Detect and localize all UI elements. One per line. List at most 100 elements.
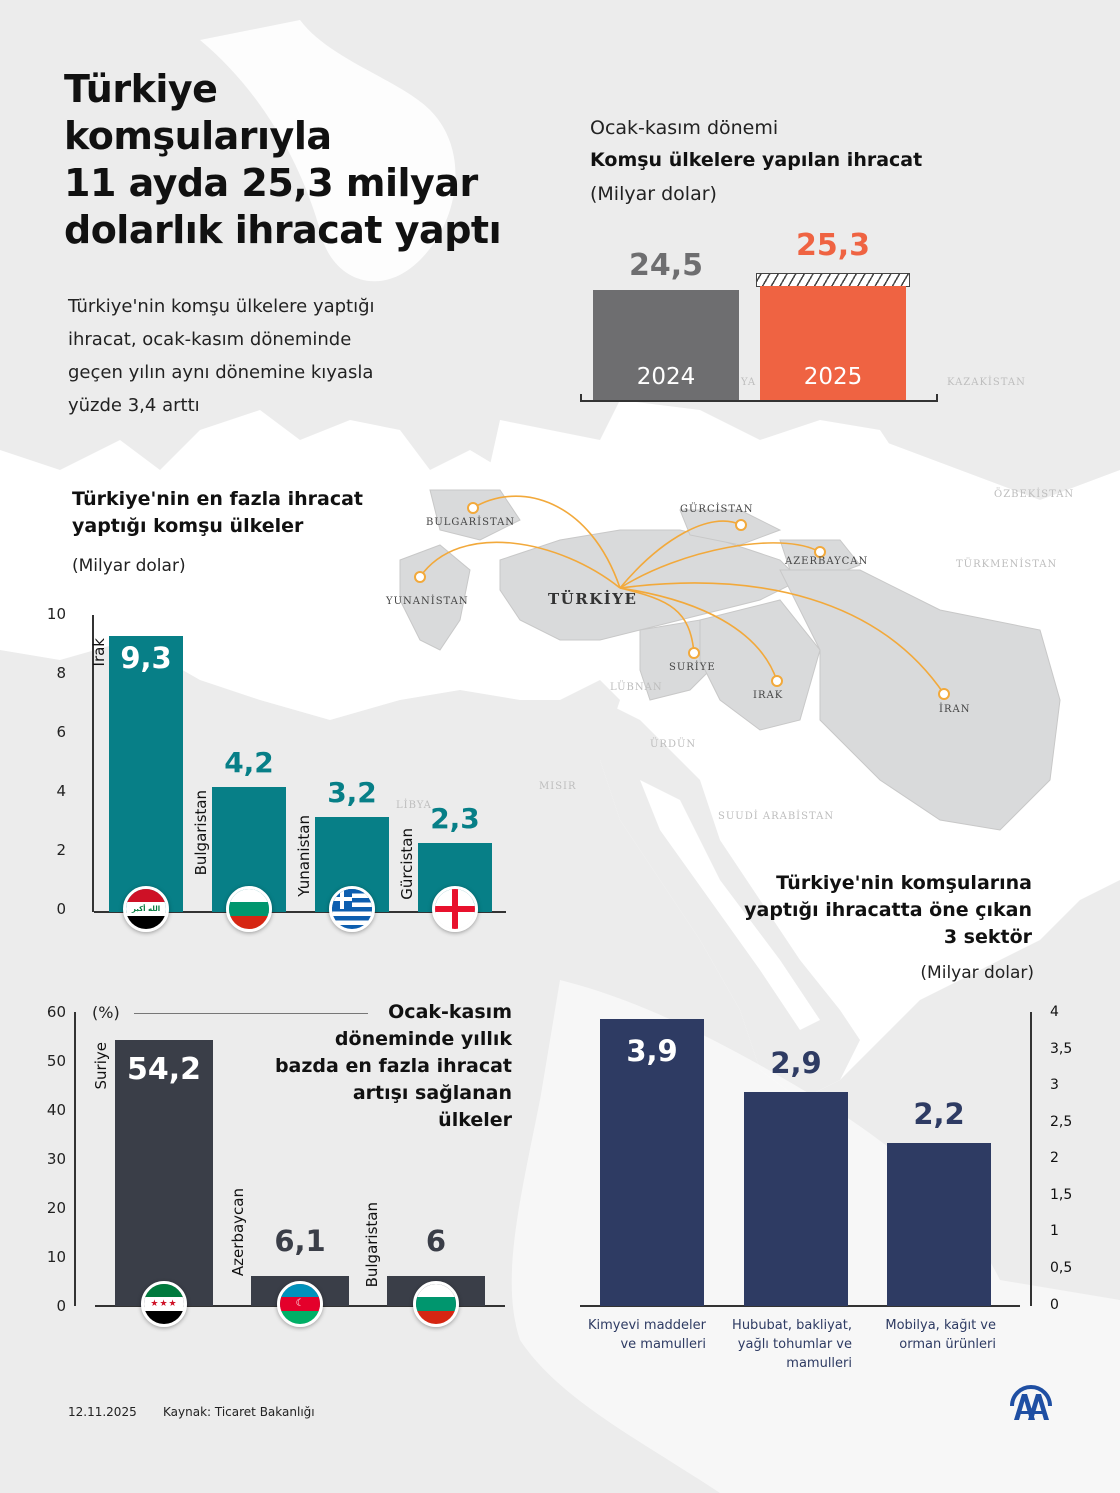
aa-logo-icon	[1008, 1378, 1054, 1424]
flag-georgia-icon	[432, 886, 478, 932]
chart1-bar-2024	[593, 290, 739, 400]
chart4-value-kimyevi: 3,9	[626, 1034, 678, 1068]
chart2-label-bulgaristan: Bulgaristan	[192, 790, 210, 876]
subtitle-line: ihracat, ocak-kasım döneminde	[68, 329, 352, 350]
chart2-unit: (Milyar dolar)	[72, 556, 186, 576]
chart3-value-azerbaycan: 6,1	[274, 1224, 326, 1258]
chart2-bar-irak	[109, 636, 183, 912]
chart1-unit: (Milyar dolar)	[590, 183, 717, 205]
chart1-value-2025: 25,3	[795, 228, 871, 263]
map-label-bulgaristan: BULGARİSTAN	[426, 517, 516, 528]
chart3-bar-suriye	[115, 1040, 213, 1306]
chart3-title: Ocak-kasım döneminde yıllık bazda en faz…	[250, 999, 512, 1134]
chart3-ytick: 60	[46, 1003, 66, 1021]
flag-azerbaijan-icon: ☾	[277, 1281, 323, 1327]
chart4-value-hububat: 2,9	[770, 1046, 822, 1080]
chart4-title-line: 3 sektör	[943, 926, 1032, 948]
chart2-title: Türkiye'nin en fazla ihracat yaptığı kom…	[72, 488, 363, 537]
map-label-yunanistan: YUNANİSTAN	[386, 596, 469, 607]
flag-iraq-icon: الله أكبر	[123, 886, 169, 932]
chart4-x-axis	[580, 1305, 1020, 1307]
chart2-ytick: 0	[56, 900, 66, 918]
map-label-rusya-partial: YA	[741, 377, 757, 388]
chart4-ytick: 3,5	[1050, 1041, 1073, 1057]
map-label-ozbekistan: ÖZBEKİSTAN	[994, 489, 1075, 500]
chart3-label-azerbaycan: Azerbaycan	[229, 1188, 247, 1277]
flag-greece-icon	[329, 886, 375, 932]
chart4-unit: (Milyar dolar)	[920, 963, 1034, 983]
chart4-ytick: 4	[1050, 1004, 1059, 1020]
chart4-ytick: 1,5	[1050, 1187, 1073, 1203]
map-label-urdun: ÜRDÜN	[650, 739, 697, 750]
chart2-label-yunanistan: Yunanistan	[295, 815, 313, 897]
map-label-suudi-arabistan: SUUDİ ARABİSTAN	[718, 811, 835, 822]
chart2-ytick: 10	[46, 605, 66, 623]
chart3-title-line: Ocak-kasım	[388, 1001, 512, 1023]
chart1-label-2024: 2024	[636, 364, 696, 390]
title-line: 11 ayda 25,3 milyar	[64, 161, 478, 205]
chart4-title-line: Türkiye'nin komşularına	[776, 872, 1032, 894]
chart3-value-bulgaristan: 6	[425, 1224, 447, 1258]
chart1-title: Komşu ülkelere yapılan ihracat	[590, 149, 923, 171]
chart4-title-line: yaptığı ihracatta öne çıkan	[744, 899, 1032, 921]
chart1-label-2025: 2025	[803, 364, 863, 390]
chart3-ytick: 20	[46, 1199, 66, 1217]
chart3-ytick: 50	[46, 1052, 66, 1070]
chart4-label-line: Kimyevi maddeler	[587, 1318, 706, 1333]
chart4-ytick: 3	[1050, 1077, 1059, 1093]
chart4-label-kimyevi: Kimyevi maddeler ve mamulleri	[570, 1316, 706, 1354]
chart1-pretitle: Ocak-kasım dönemi	[590, 117, 779, 139]
chart2-y-axis	[92, 615, 94, 912]
chart3-label-bulgaristan: Bulgaristan	[363, 1202, 381, 1288]
footer-source: Kaynak: Ticaret Bakanlığı	[163, 1405, 315, 1419]
map-label-misir: MISIR	[539, 781, 577, 792]
map-label-irak: IRAK	[753, 690, 784, 701]
chart4-ytick: 2	[1050, 1150, 1059, 1166]
flag-syria-icon: ★★★	[141, 1281, 187, 1327]
chart4-label-line: Hububat, bakliyat,	[732, 1318, 852, 1333]
chart3-value-suriye: 54,2	[126, 1052, 202, 1087]
chart3-ytick: 30	[46, 1150, 66, 1168]
chart4-title: Türkiye'nin komşularına yaptığı ihracatt…	[680, 870, 1032, 951]
map-label-gurcistan: GÜRCİSTAN	[680, 504, 754, 515]
footer-date: 12.11.2025	[68, 1405, 137, 1419]
chart4-label-line: mamulleri	[786, 1356, 852, 1371]
chart4-ytick: 1	[1050, 1223, 1059, 1239]
chart2-ytick: 4	[56, 782, 66, 800]
chart4-label-line: ve mamulleri	[620, 1337, 706, 1352]
chart4-label-hububat: Hububat, bakliyat, yağlı tohumlar ve mam…	[712, 1316, 852, 1373]
title-line: komşularıyla	[64, 114, 332, 158]
chart2-ytick: 8	[56, 664, 66, 682]
chart2-ytick: 2	[56, 841, 66, 859]
chart1-bar-2025	[760, 286, 906, 400]
chart4-ytick: 0	[1050, 1297, 1059, 1313]
chart1-axis	[580, 394, 938, 402]
chart4-ytick: 0,5	[1050, 1260, 1073, 1276]
chart3-ytick: 10	[46, 1248, 66, 1266]
chart3-title-line: artışı sağlanan	[352, 1082, 512, 1104]
chart1-increase-hatch	[756, 273, 910, 287]
flag-bulgaria-icon	[413, 1281, 459, 1327]
chart1-value-2024: 24,5	[628, 248, 704, 283]
chart2-value-bulgaristan: 4,2	[224, 746, 274, 779]
chart3-label-suriye: Suriye	[92, 1042, 110, 1090]
chart3-y-axis	[74, 1012, 76, 1306]
map-label-kazakistan: KAZAKİSTAN	[947, 377, 1026, 388]
map-label-azerbaycan: AZERBAYCAN	[785, 556, 869, 567]
chart4-label-line: Mobilya, kağıt ve	[885, 1318, 996, 1333]
title-line: Türkiye	[64, 67, 218, 111]
chart2-value-yunanistan: 3,2	[327, 776, 377, 809]
chart3-unit: (%)	[92, 1003, 120, 1022]
chart2-x-axis	[94, 911, 506, 913]
map-label-turkiye: TÜRKİYE	[548, 590, 638, 608]
chart3-title-line: döneminde yıllık	[334, 1028, 512, 1050]
subtitle-line: geçen yılın aynı dönemine kıyasla	[68, 362, 374, 383]
chart3-ytick: 40	[46, 1101, 66, 1119]
chart4-y-axis	[1030, 1012, 1032, 1306]
subtitle-line: Türkiye'nin komşu ülkelere yaptığı	[68, 296, 375, 317]
chart2-label-gurcistan: Gürcistan	[398, 828, 416, 900]
chart4-ytick: 2,5	[1050, 1114, 1073, 1130]
chart4-label-line: orman ürünleri	[899, 1337, 996, 1352]
subtitle: Türkiye'nin komşu ülkelere yaptığı ihrac…	[68, 290, 448, 422]
chart3-title-line: bazda en fazla ihracat	[274, 1055, 512, 1077]
